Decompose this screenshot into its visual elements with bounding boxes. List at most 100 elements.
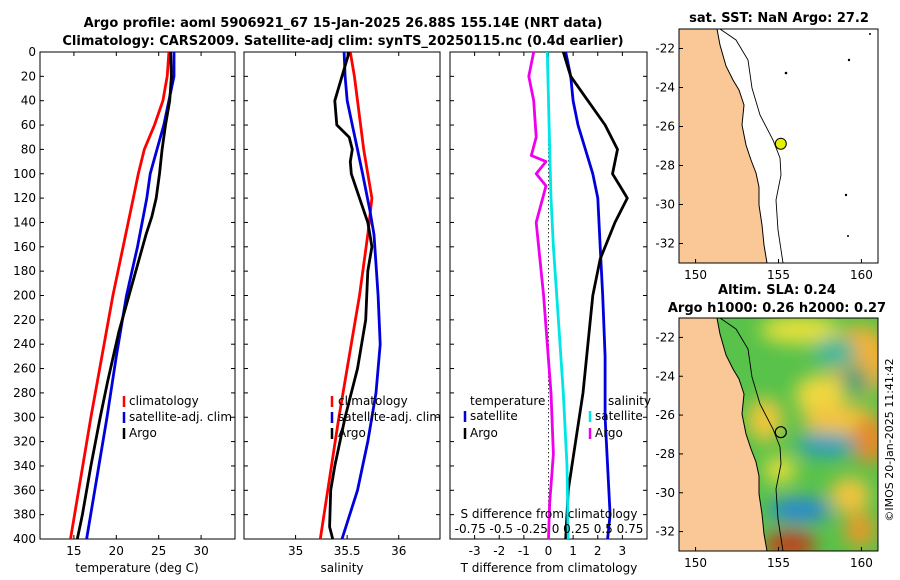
lon-tick-label: 160 [850,268,873,282]
lat-tick-label: -28 [655,447,675,461]
legend-label-t-argo: Argo [470,426,498,440]
x-tick-label: 30 [193,544,208,558]
argo-location-marker [774,426,787,439]
legend-label-argo: Argo [129,426,157,440]
salinity-xlabel: salinity [320,561,363,575]
s-difference-ticks: -0.75 -0.5 -0.25 0 0.25 0.5 0.75 [455,522,644,536]
depth-tick-label: 0 [28,45,36,59]
difference-ticks: -3 -2 -1 0 1 2 3 [450,51,647,558]
s-difference-label: S difference from climatology [461,507,638,521]
depth-tick-label: 60 [21,118,36,132]
legend-label-s-argo: Argo [595,426,623,440]
land-mass [679,318,768,551]
x-tick-label: -2 [493,544,505,558]
temperature-ticks: 15 20 25 30 [40,51,235,558]
difference-lines [527,52,629,539]
depth-tick-label: 40 [21,94,36,108]
lat-tick-label: -28 [655,159,675,173]
series-satellite-adj-clim [340,52,382,539]
depth-tick-label: 20 [21,69,36,83]
series-t-argo [561,52,629,539]
depth-tick-label: 180 [13,264,36,278]
x-tick-label: 0 [545,544,553,558]
sst-map-ticks: 150 155 160 -22 -24 -26 -28 -30 -32 [655,42,872,283]
island-dot [844,193,848,197]
lat-tick-label: -24 [655,81,675,95]
depth-tick-label: 300 [13,410,36,424]
temperature-xlabel: temperature (deg C) [75,561,198,575]
salinity-axes [243,51,441,540]
difference-xlabel: T difference from climatology [460,561,638,575]
x-tick-label: 36 [391,544,406,558]
x-tick-label: 3 [619,544,627,558]
x-tick-label: 2 [594,544,602,558]
legend-label-satellite: satellite-adj. clim [129,410,232,424]
depth-tick-label: 220 [13,313,36,327]
island-dot [847,58,851,62]
shelf-contour [719,29,784,263]
x-tick-label: 1 [569,544,577,558]
depth-tick-label: 280 [13,386,36,400]
temperature-lines [69,52,176,539]
salinity-lines [318,52,382,539]
x-tick-label: 35.5 [334,544,361,558]
lat-tick-label: -30 [655,198,675,212]
x-tick-label: 15 [66,544,81,558]
lat-tick-label: -30 [655,486,675,500]
island-dot [784,71,788,75]
depth-tick-label: 120 [13,191,36,205]
depth-tick-label: 240 [13,337,36,351]
lon-tick-label: 155 [767,268,790,282]
island-dot [869,33,871,35]
depth-tick-label: 100 [13,167,36,181]
lat-tick-label: -32 [655,237,675,251]
difference-legend: temperature salinity satellite Argo sate… [463,394,651,440]
sla-map-ticks: 150 155 160 -22 -24 -26 -28 -30 -32 [655,330,872,570]
depth-tick-label: 160 [13,240,36,254]
x-tick-label: 25 [151,544,166,558]
depth-tick-label: 200 [13,289,36,303]
legend-label-argo: Argo [338,426,366,440]
depth-tick-label: 140 [13,215,36,229]
x-tick-label: -1 [518,544,530,558]
series-s-argo [527,52,555,539]
land-mass [679,29,768,263]
series-t-satellite [564,52,612,539]
lat-tick-label: -22 [655,42,675,56]
legend-label-s-satellite: satellite [595,409,643,423]
lon-tick-label: 155 [767,556,790,570]
x-tick-label: -3 [469,544,481,558]
legend-label-t-satellite: satellite [470,409,518,423]
depth-tick-label: 380 [13,508,36,522]
sla-map-area [679,318,878,551]
depth-tick-label: 400 [13,532,36,546]
shelf-contour [719,318,784,551]
sst-map-title: sat. SST: NaN Argo: 27.2 [689,11,869,26]
title-line-2: Climatology: CARS2009. Satellite-adj cli… [62,34,623,49]
island-dot [847,235,849,237]
legend-header-salinity: salinity [608,394,651,408]
legend-label-climatology: climatology [129,394,199,408]
temperature-legend: climatology satellite-adj. clim Argo [122,394,232,440]
series-argo [75,52,173,539]
x-tick-label: 20 [109,544,124,558]
lat-tick-label: -26 [655,120,675,134]
depth-tick-label: 260 [13,362,36,376]
series-climatology [318,52,374,539]
sla-field [747,318,878,551]
title-line-1: Argo profile: aoml 5906921_67 15-Jan-202… [84,16,603,31]
depth-tick-label: 360 [13,483,36,497]
x-tick-label: 35 [288,544,303,558]
legend-header-temperature: temperature [470,394,545,408]
depth-tick-labels: 0 20 40 60 80 100 120 140 160 180 200 220 240 260 280 3… [13,45,36,546]
lat-tick-label: -26 [655,408,675,422]
sla-map-title-1: Altim. SLA: 0.24 [718,283,836,298]
lat-tick-label: -32 [655,525,675,539]
depth-tick-label: 320 [13,435,36,449]
sla-map-title-2: Argo h1000: 0.26 h2000: 0.27 [668,301,886,316]
salinity-legend: climatology satellite-adj. clim Argo [330,394,441,440]
imos-watermark: ©IMOS 20-Jan-2025 11:41:42 [883,358,896,521]
argo-location-marker [774,137,787,150]
lon-tick-label: 160 [850,556,873,570]
legend-label-satellite: satellite-adj. clim [338,410,441,424]
